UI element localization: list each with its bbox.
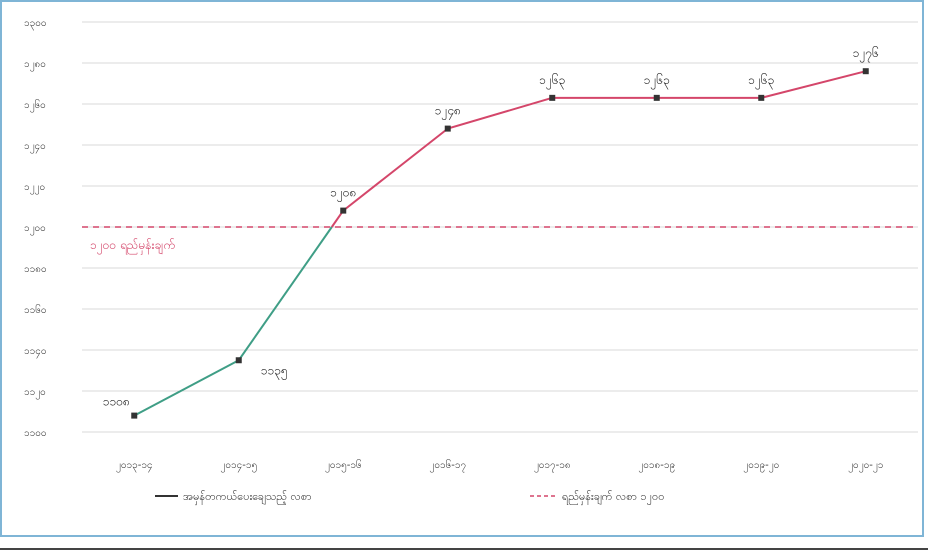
y-tick-label: ၁၁၄၀ bbox=[24, 346, 47, 359]
y-tick-label: ၁၁၀၀ bbox=[24, 428, 47, 439]
reference-label: ၁၂၀၀ ရည်မှန်းချက် bbox=[90, 237, 175, 255]
x-tick-label: ၂၀၁၉-၂၀ bbox=[743, 460, 779, 473]
x-tick-label: ၂၀၂၀-၂၁ bbox=[848, 460, 883, 473]
data-point bbox=[444, 125, 451, 132]
data-label: ၁၂၇၆ bbox=[853, 45, 879, 63]
data-label: ၁၂၆၃ bbox=[748, 72, 774, 90]
x-tick-label: ၂၀၁၆-၁၇ bbox=[429, 458, 466, 473]
data-label: ၁၁၀၈ bbox=[103, 395, 130, 409]
x-tick-label: ၂၀၁၈-၁၉ bbox=[638, 460, 675, 473]
bottom-rule bbox=[0, 548, 928, 550]
legend-label-reference: ရည်မှန်းချက် လစာ ၁၂၀၀ bbox=[562, 490, 664, 505]
series-segment bbox=[761, 70, 866, 99]
data-point bbox=[862, 68, 869, 75]
data-label: ၁၂၆၃ bbox=[644, 72, 670, 90]
y-tick-label: ၁၂၂၀ bbox=[24, 182, 45, 195]
data-point bbox=[653, 94, 660, 101]
data-label: ၁၂၀၈ bbox=[330, 186, 356, 203]
y-tick-label: ၁၂၄၀ bbox=[24, 141, 46, 154]
data-point bbox=[340, 207, 347, 214]
series-segment bbox=[133, 359, 240, 417]
data-label: ၁၁၃၅ bbox=[261, 363, 288, 380]
y-tick-label: ၁၁၂၀ bbox=[24, 387, 46, 400]
series-segment bbox=[447, 96, 553, 130]
y-tick-label: ၁၂၆၀ bbox=[24, 98, 46, 113]
data-label: ၁၂၆၃ bbox=[539, 72, 565, 90]
y-tick-label: ၁၃၀၀ bbox=[24, 18, 47, 31]
data-point bbox=[549, 94, 556, 101]
y-tick-label: ၁၁၈၀ bbox=[24, 264, 47, 275]
data-point bbox=[131, 412, 138, 419]
legend-label-series: အမှန်တကယ်ပေးချေသည့် လစာ bbox=[183, 490, 312, 505]
x-tick-label: ၂၀၁၅-၁၆ bbox=[325, 458, 362, 473]
data-label: ၁၂၄၈ bbox=[435, 104, 461, 121]
series-segment bbox=[237, 226, 333, 361]
data-point bbox=[758, 94, 765, 101]
x-tick-label: ၂၀၁၄-၁၅ bbox=[220, 460, 257, 473]
x-tick-label: ၂၀၁၇-၁၈ bbox=[534, 460, 571, 473]
y-tick-label: ၁၂၀၀ bbox=[24, 223, 46, 236]
y-tick-label: ၁၂၈၀ bbox=[24, 59, 46, 72]
series-segment bbox=[342, 127, 449, 212]
data-point bbox=[235, 357, 242, 364]
y-tick-label: ၁၁၆၀ bbox=[24, 303, 47, 316]
x-tick-label: ၂၀၁၃-၁၄ bbox=[116, 460, 153, 473]
